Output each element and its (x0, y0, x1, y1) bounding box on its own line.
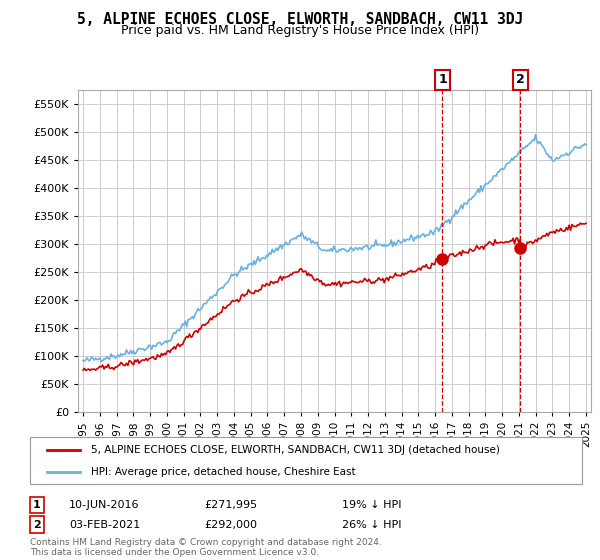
FancyBboxPatch shape (30, 437, 582, 484)
Text: 26% ↓ HPI: 26% ↓ HPI (342, 520, 401, 530)
Text: £292,000: £292,000 (204, 520, 257, 530)
Text: Price paid vs. HM Land Registry's House Price Index (HPI): Price paid vs. HM Land Registry's House … (121, 24, 479, 37)
Text: 5, ALPINE ECHOES CLOSE, ELWORTH, SANDBACH, CW11 3DJ: 5, ALPINE ECHOES CLOSE, ELWORTH, SANDBAC… (77, 12, 523, 27)
Text: Contains HM Land Registry data © Crown copyright and database right 2024.
This d: Contains HM Land Registry data © Crown c… (30, 538, 382, 557)
Text: 1: 1 (33, 500, 41, 510)
Text: HPI: Average price, detached house, Cheshire East: HPI: Average price, detached house, Ches… (91, 466, 355, 477)
Text: £271,995: £271,995 (204, 500, 257, 510)
Text: 19% ↓ HPI: 19% ↓ HPI (342, 500, 401, 510)
Text: 2: 2 (33, 520, 41, 530)
Text: 2: 2 (516, 73, 525, 86)
Text: 1: 1 (438, 73, 447, 86)
Text: 03-FEB-2021: 03-FEB-2021 (69, 520, 140, 530)
Text: 10-JUN-2016: 10-JUN-2016 (69, 500, 139, 510)
Text: 5, ALPINE ECHOES CLOSE, ELWORTH, SANDBACH, CW11 3DJ (detached house): 5, ALPINE ECHOES CLOSE, ELWORTH, SANDBAC… (91, 445, 500, 455)
